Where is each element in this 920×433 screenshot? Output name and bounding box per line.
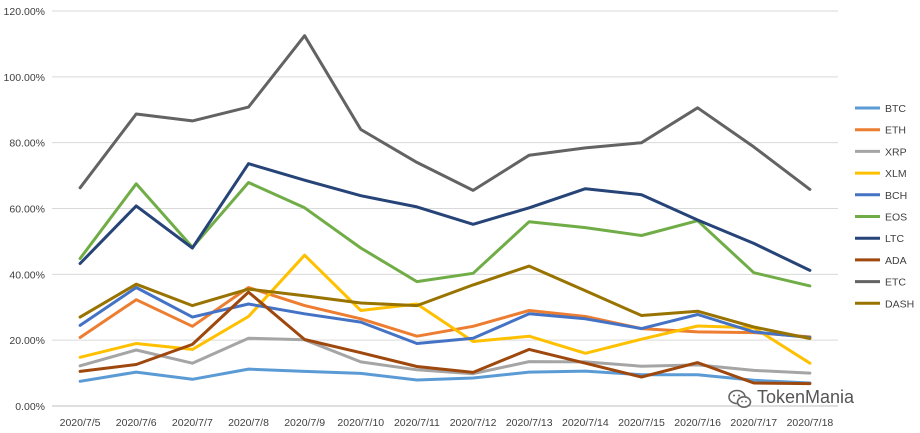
- x-tick-label: 2020/7/11: [394, 417, 440, 429]
- x-axis: 2020/7/5 2020/7/6 2020/7/7 2020/7/8 2020/7/9…: [52, 405, 838, 429]
- legend-label: BTC: [885, 103, 906, 115]
- series-line-eos: [78, 181, 812, 288]
- x-tick-label: 2020/7/15: [618, 417, 665, 429]
- legend-item-xrp: XRP: [855, 146, 907, 158]
- x-tick-label: 2020/7/6: [116, 417, 157, 429]
- series-line-etc: [78, 34, 812, 192]
- series-line-dash: [78, 264, 812, 340]
- y-tick-label: 80.00%: [9, 138, 45, 150]
- x-tick-label: 2020/7/5: [60, 417, 101, 429]
- x-tick-label: 2020/7/18: [787, 417, 834, 429]
- legend-label: ETC: [885, 277, 906, 289]
- series-line-ltc: [78, 162, 812, 272]
- legend-label: ETH: [885, 125, 906, 137]
- legend-item-dash: DASH: [855, 298, 914, 310]
- plot-area: [78, 34, 812, 386]
- y-tick-label: 40.00%: [9, 269, 45, 281]
- x-tick-label: 2020/7/13: [506, 417, 553, 429]
- legend: BTC ETH XRP XLM BCH EOS LTC ADA ETC DASH: [855, 103, 914, 310]
- legend-item-ada: ADA: [855, 255, 907, 267]
- series-line-btc: [78, 367, 812, 385]
- legend-item-etc: ETC: [855, 277, 906, 289]
- series-line-eth: [78, 286, 812, 339]
- legend-label: ADA: [885, 255, 907, 267]
- x-tick-label: 2020/7/10: [337, 417, 384, 429]
- wechat-icon: [728, 389, 752, 408]
- legend-label: XRP: [885, 146, 907, 158]
- y-tick-label: 0.00%: [15, 401, 45, 413]
- x-tick-label: 2020/7/9: [284, 417, 325, 429]
- series-line-ada: [78, 290, 812, 386]
- y-tick-label: 120.00%: [4, 6, 45, 18]
- legend-item-eos: EOS: [855, 212, 907, 224]
- y-tick-label: 60.00%: [9, 204, 45, 216]
- legend-item-bch: BCH: [855, 190, 907, 202]
- legend-label: BCH: [885, 190, 907, 202]
- watermark-text: TokenMania: [757, 387, 855, 407]
- x-tick-label: 2020/7/7: [172, 417, 213, 429]
- x-tick-label: 2020/7/12: [450, 417, 497, 429]
- y-tick-label: 20.00%: [9, 335, 45, 347]
- legend-label: LTC: [885, 233, 904, 245]
- series-line-bch: [78, 286, 812, 345]
- legend-label: XLM: [885, 168, 907, 180]
- x-tick-label: 2020/7/17: [730, 417, 777, 429]
- legend-label: DASH: [885, 298, 914, 310]
- legend-label: EOS: [885, 212, 907, 224]
- y-tick-label: 100.00%: [4, 72, 45, 84]
- x-tick-label: 2020/7/8: [228, 417, 269, 429]
- series-line-xlm: [78, 253, 812, 365]
- legend-item-eth: ETH: [855, 125, 906, 137]
- y-axis: 0.00% 20.00% 40.00% 60.00% 80.00% 100.00% 120.…: [4, 6, 45, 413]
- x-tick-label: 2020/7/16: [674, 417, 721, 429]
- watermark: TokenMania: [728, 387, 855, 408]
- x-tick-label: 2020/7/14: [562, 417, 609, 429]
- legend-item-btc: BTC: [855, 103, 906, 115]
- gridlines: [52, 10, 838, 341]
- legend-item-ltc: LTC: [855, 233, 904, 245]
- legend-item-xlm: XLM: [855, 168, 907, 180]
